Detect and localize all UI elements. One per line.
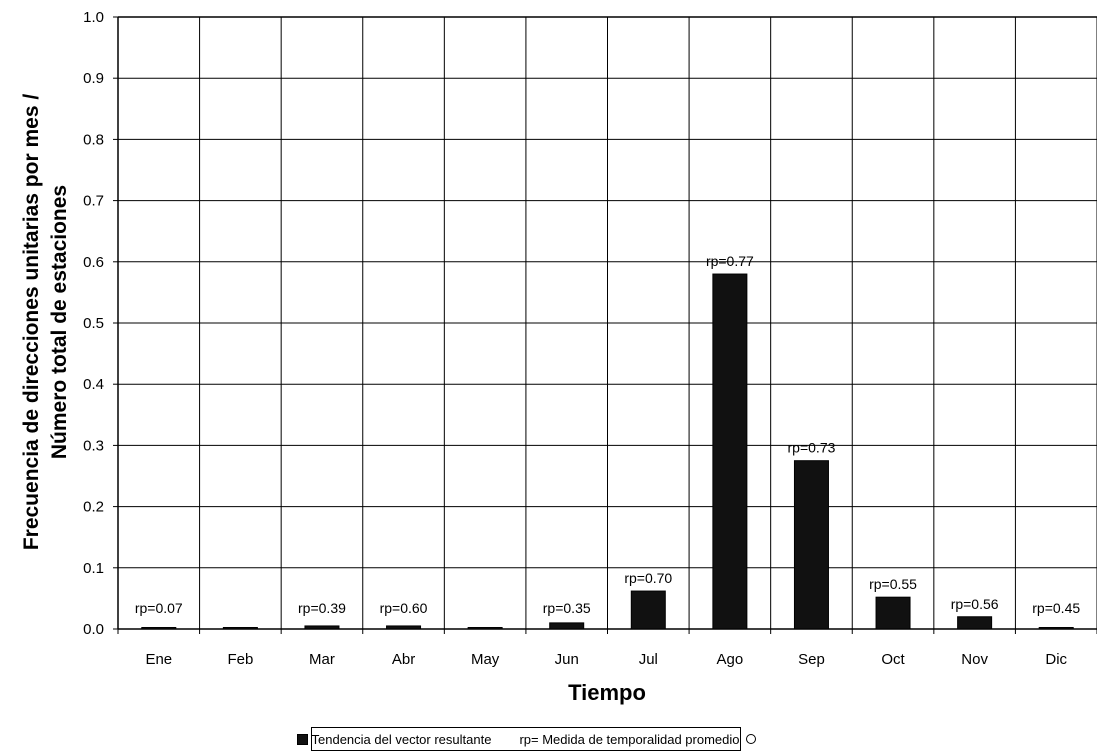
rp-label-nov: rp=0.56 [951,596,999,612]
bar-jun [549,622,585,630]
grid-lines [117,16,1097,630]
y-tick-label: 0.5 [83,315,104,332]
y-axis-ticks: 0.0 0.1 0.2 0.3 0.4 0.5 0.6 0.7 0.8 0.9 1.0 [83,9,118,638]
y-tick-label: 0.7 [83,193,104,210]
x-tick-label: Jul [639,651,658,668]
rp-label-mar: rp=0.39 [298,600,346,616]
rp-label-jun: rp=0.35 [543,600,591,616]
rp-label-ene: rp=0.07 [135,600,183,616]
rp-label-ago: rp=0.77 [706,253,754,269]
bars [141,273,1074,630]
x-tick-label: Sep [798,651,825,668]
y-tick-label: 0.4 [83,376,104,393]
y-tick-label: 0.6 [83,254,104,271]
x-tick-label: Ago [717,651,744,668]
bar-nov [957,616,993,630]
rp-label-jul: rp=0.70 [624,570,672,586]
circle-icon [745,734,756,744]
rp-label-sep: rp=0.73 [788,440,836,456]
y-axis-title-line1: Frecuencia de direcciones unitarias por … [20,94,43,551]
rp-label-dic: rp=0.45 [1032,600,1080,616]
x-tick-label: Mar [309,651,335,668]
y-tick-label: 0.8 [83,131,104,148]
bar-abr [386,625,422,630]
x-tick-label: Ene [145,651,172,668]
bar-oct [875,596,911,630]
bar-ago [712,273,748,630]
bar-mar [304,625,340,630]
x-axis-ticks: Ene Feb Mar Abr May Jun Jul Ago Sep Oct Nov Dic [117,629,1097,668]
legend-series-label: Tendencia del vector resultante [311,731,492,747]
legend-swatch-icon [296,733,308,745]
bar-jul [630,590,666,630]
y-tick-label: 1.0 [83,9,104,26]
bar-dic [1038,627,1074,630]
x-tick-label: Jun [555,651,579,668]
x-axis-title: Tiempo [568,680,646,705]
y-tick-label: 0.2 [83,499,104,516]
x-tick-label: May [471,651,500,668]
bar-may [467,627,503,630]
x-tick-label: Abr [392,651,415,668]
legend-rp: rp= Medida de temporalidad promedio [519,731,756,747]
x-tick-label: Oct [881,651,905,668]
legend-series: Tendencia del vector resultante [296,731,492,747]
rp-label-abr: rp=0.60 [380,600,428,616]
x-tick-label: Nov [961,651,988,668]
y-tick-label: 0.9 [83,70,104,87]
x-tick-label: Feb [227,651,253,668]
y-tick-label: 0.1 [83,560,104,577]
y-tick-label: 0.3 [83,437,104,454]
rp-annotations: rp=0.07 rp=0.39 rp=0.60 rp=0.35 rp=0.70 rp=0.… [135,253,1081,616]
y-axis-title-line2: Número total de estaciones [48,185,71,459]
legend-rp-label: rp= Medida de temporalidad promedio [519,731,740,747]
x-tick-label: Dic [1045,651,1067,668]
bar-feb [222,627,258,630]
bar-ene [141,627,177,630]
rp-label-oct: rp=0.55 [869,576,917,592]
bar-sep [793,460,829,630]
legend: Tendencia del vector resultante rp= Medi… [296,727,756,751]
y-tick-label: 0.0 [83,621,104,638]
